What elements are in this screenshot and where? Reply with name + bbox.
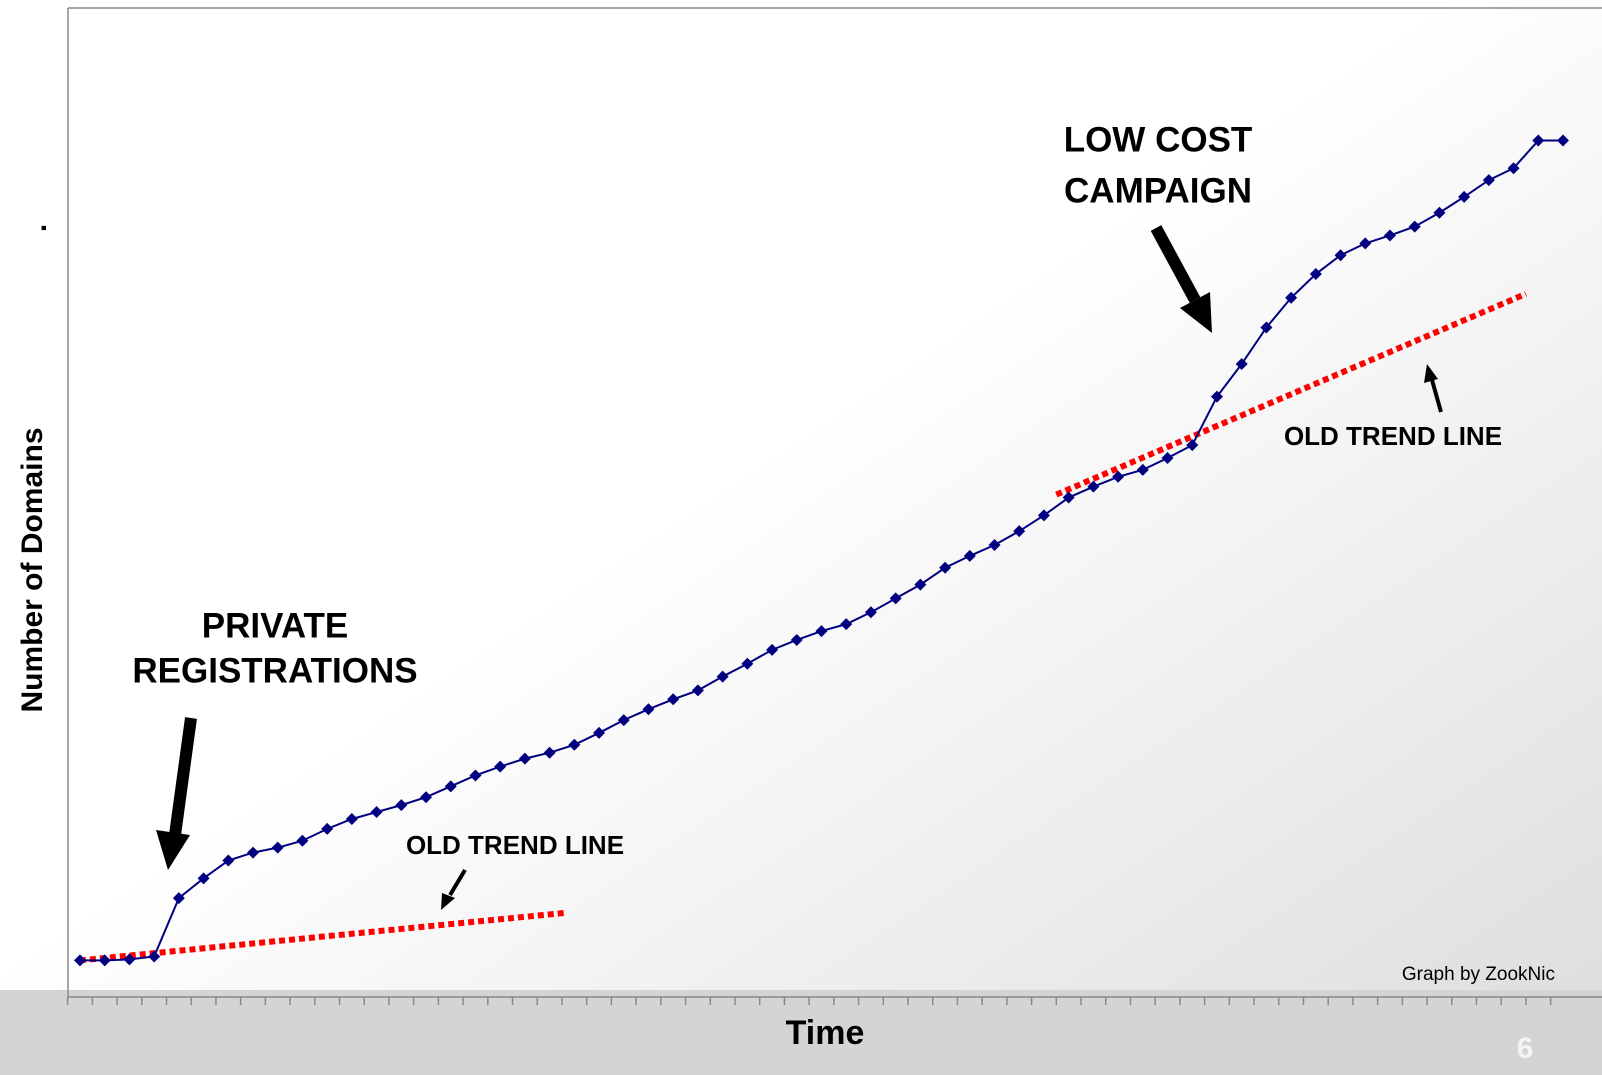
data-point xyxy=(741,657,754,670)
data-point xyxy=(345,812,358,825)
credit: Graph by ZookNic xyxy=(1402,964,1555,985)
data-point xyxy=(963,549,976,562)
arrow-head xyxy=(1424,364,1438,383)
data-point xyxy=(716,670,729,683)
arrow-head xyxy=(441,893,455,910)
arrow-head xyxy=(1180,292,1212,333)
data-point xyxy=(1507,162,1520,175)
data-point xyxy=(790,633,803,646)
data-point xyxy=(74,954,86,967)
y-axis-label: Number of Domains xyxy=(16,427,49,712)
data-point xyxy=(864,606,877,619)
annotation: CAMPAIGN xyxy=(1064,171,1252,210)
data-point xyxy=(667,693,680,706)
data-point xyxy=(1136,463,1149,476)
data-point xyxy=(840,618,853,631)
data-point xyxy=(1383,229,1396,242)
data-point xyxy=(321,822,334,835)
data-point xyxy=(1359,237,1372,250)
data-point xyxy=(1557,134,1569,147)
data-point xyxy=(123,953,136,966)
data-point xyxy=(197,872,210,885)
data-point xyxy=(889,592,902,605)
data-point xyxy=(420,791,433,804)
data-point xyxy=(1458,190,1471,203)
data-point xyxy=(766,643,779,656)
arrow-shaft xyxy=(448,868,467,897)
data-point xyxy=(1037,509,1050,522)
data-point xyxy=(1161,451,1174,464)
data-point xyxy=(1210,390,1223,403)
annotation: REGISTRATIONS xyxy=(132,651,417,690)
data-point xyxy=(691,684,704,697)
data-point xyxy=(296,834,309,847)
trend-line xyxy=(79,909,565,964)
data-point xyxy=(939,561,952,574)
data-point xyxy=(1235,358,1248,371)
data-point xyxy=(1285,291,1298,304)
annotation: OLD TREND LINE xyxy=(406,830,624,860)
arrow-shaft xyxy=(1430,379,1443,413)
data-point xyxy=(518,752,531,765)
arrows xyxy=(156,225,1443,910)
data-point xyxy=(914,578,927,591)
page-number: 6 xyxy=(1517,1032,1534,1065)
data-point xyxy=(815,625,828,638)
data-point xyxy=(494,760,507,773)
data-point xyxy=(1408,220,1421,233)
data-point xyxy=(617,714,630,727)
arrow-shaft xyxy=(1150,225,1201,303)
arrow-shaft xyxy=(169,717,197,836)
arrow-head xyxy=(156,830,190,870)
data-point xyxy=(593,726,606,739)
data-point xyxy=(1260,321,1273,334)
x-axis-label: Time xyxy=(786,1014,865,1052)
data-point xyxy=(469,769,482,782)
data-point xyxy=(1087,480,1100,493)
data-point xyxy=(988,539,1001,552)
data-point xyxy=(1532,134,1545,147)
data-point xyxy=(148,950,161,963)
data-point xyxy=(568,738,581,751)
data-point xyxy=(1062,491,1075,504)
annotation: OLD TREND LINE xyxy=(1284,421,1502,451)
data-point xyxy=(98,954,111,967)
data-point xyxy=(543,746,556,759)
data-point xyxy=(1482,174,1495,187)
data-point xyxy=(444,780,457,793)
data-point xyxy=(1309,268,1322,281)
annotation: PRIVATE xyxy=(202,606,349,645)
data-point xyxy=(247,846,260,859)
footer-band xyxy=(0,990,1602,1075)
y-axis-mark: . xyxy=(20,224,53,232)
annotation: LOW COST xyxy=(1064,120,1253,159)
data-point xyxy=(172,892,185,905)
data-point xyxy=(1013,525,1026,538)
data-point xyxy=(370,806,383,819)
data-point xyxy=(1186,439,1199,452)
data-point xyxy=(1112,470,1125,483)
data-point xyxy=(1334,249,1347,262)
data-point xyxy=(1433,206,1446,219)
data-point xyxy=(271,841,284,854)
data-point xyxy=(642,703,655,716)
data-point xyxy=(395,799,408,812)
data-point xyxy=(222,854,235,867)
trend-line xyxy=(1055,291,1528,498)
